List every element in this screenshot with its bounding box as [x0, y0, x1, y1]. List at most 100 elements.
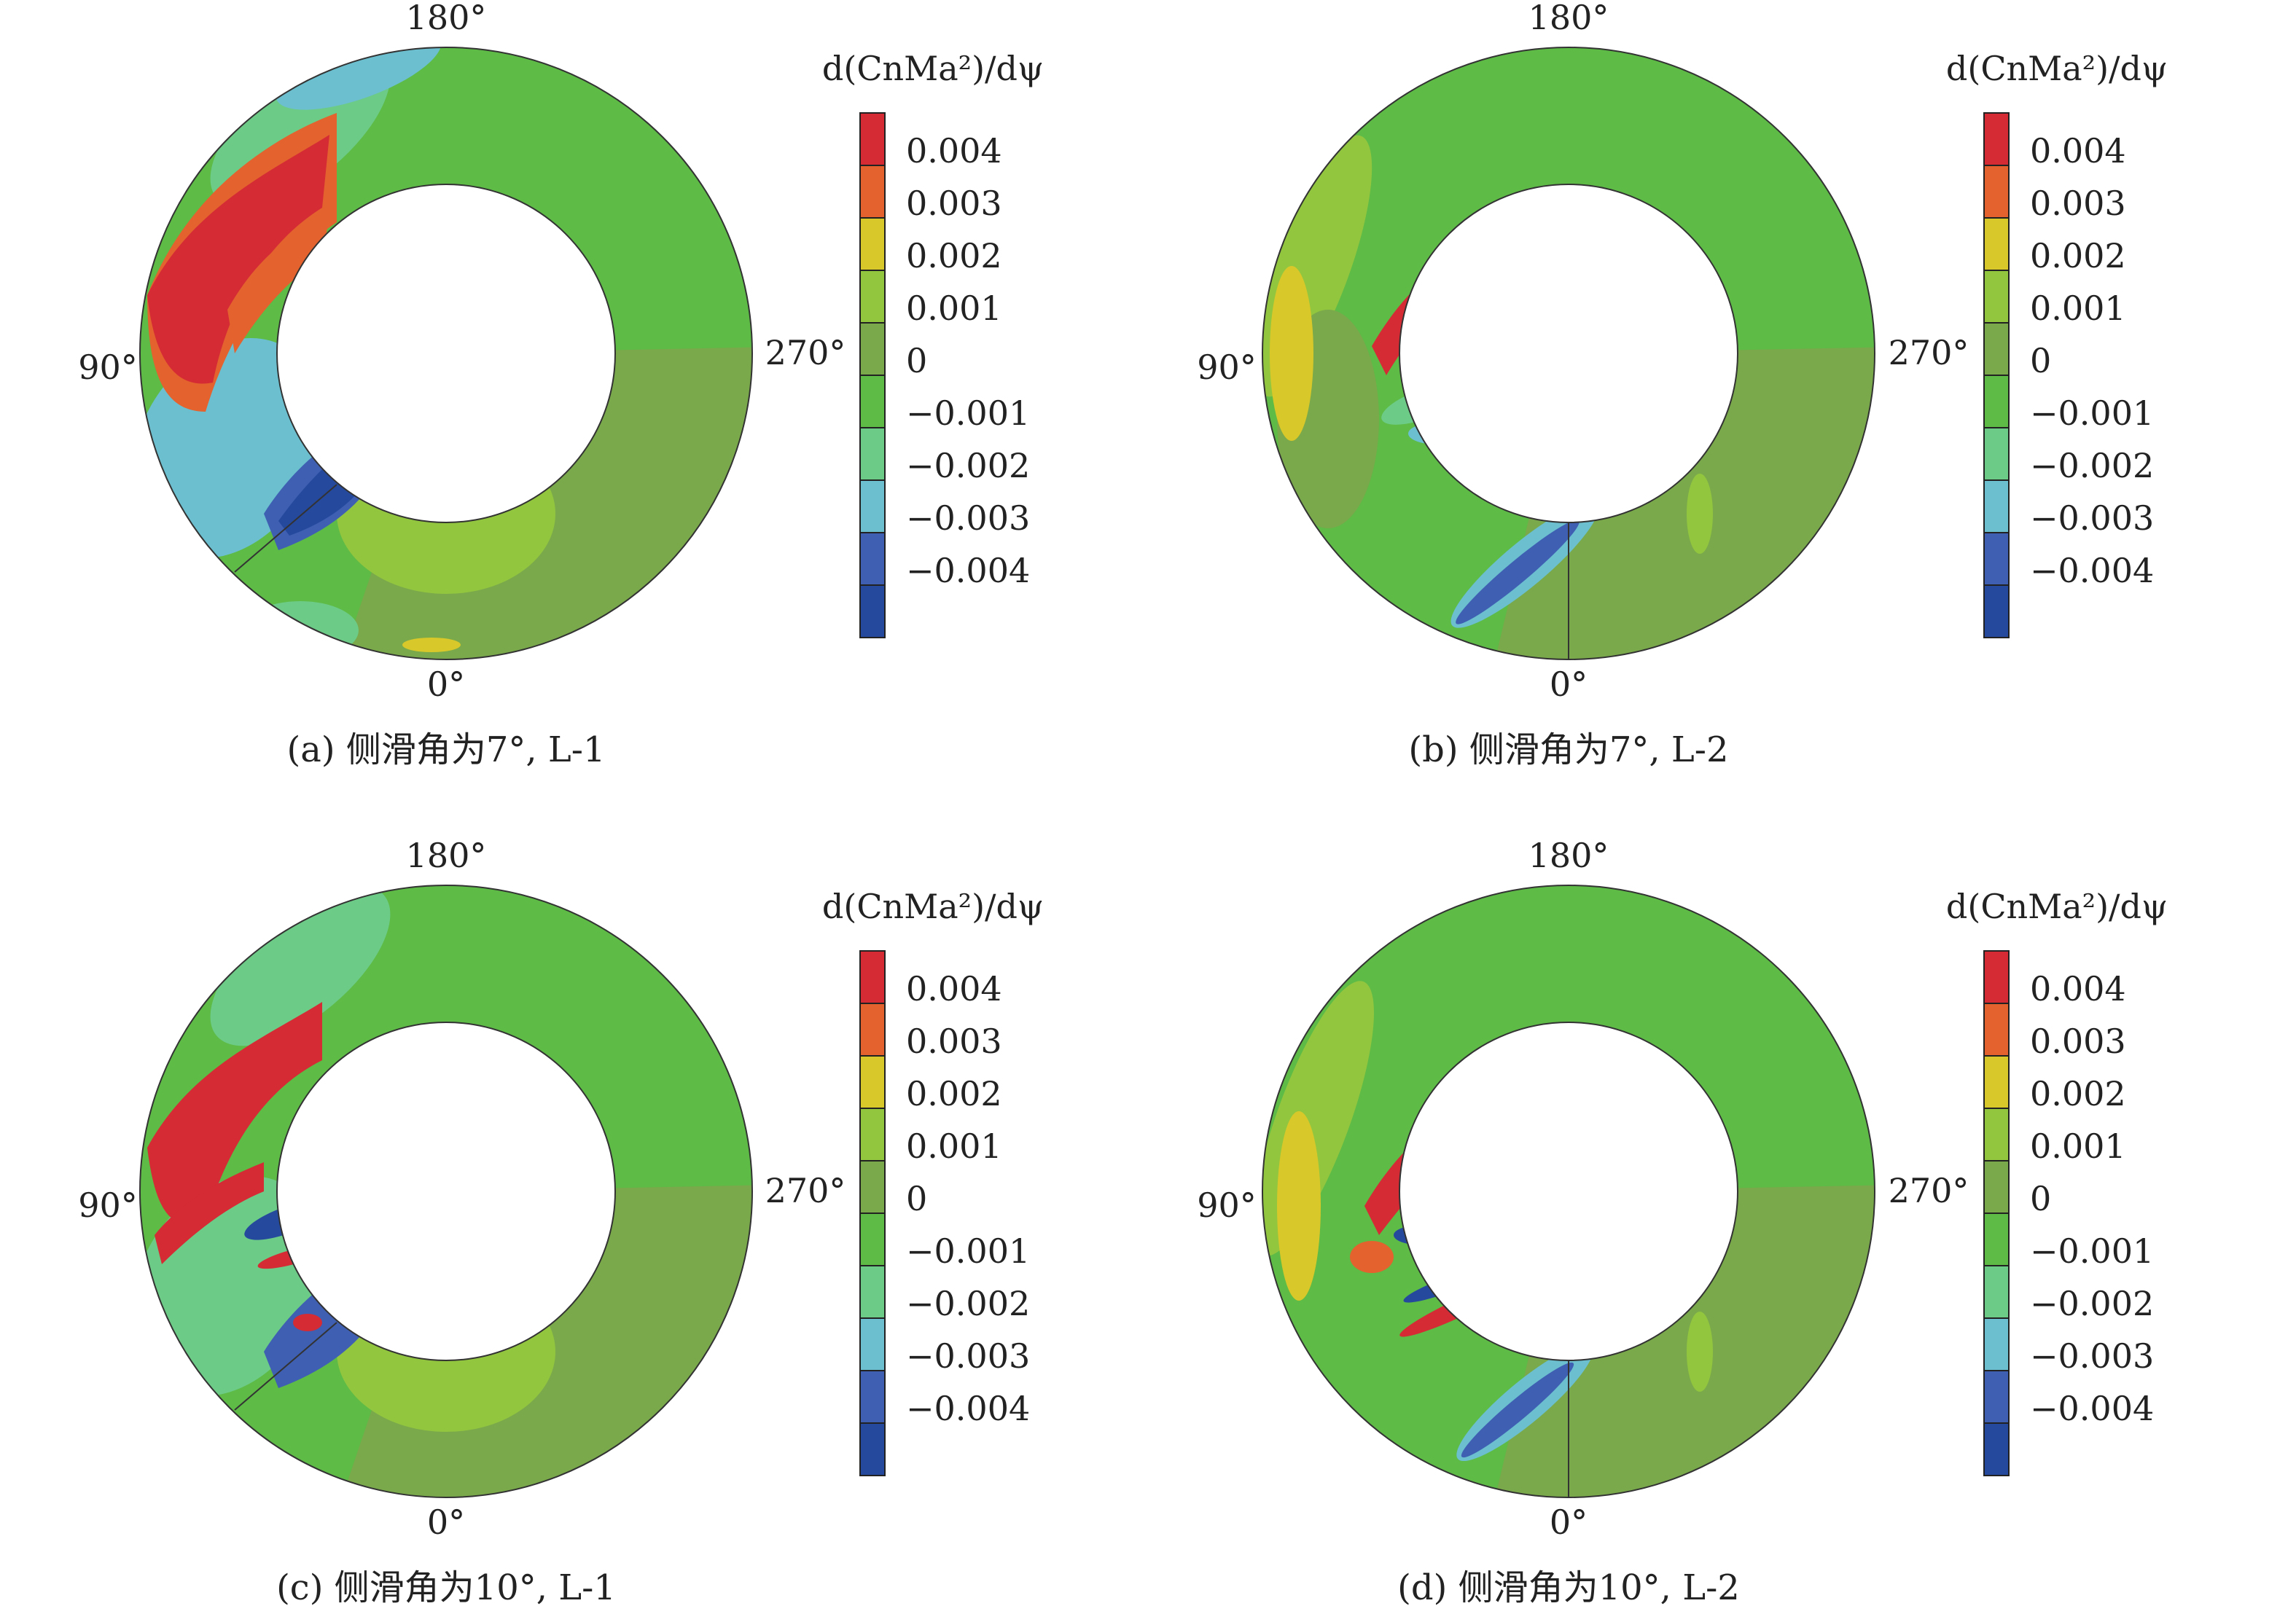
- colorbar-tick-label: 0: [2030, 341, 2051, 380]
- angle-label-180: 180°: [1528, 836, 1609, 875]
- colorbar-d: d(CnMa²)/dψ 0.004 0.003 0.002 0.001 0 −0.001 −…: [1946, 887, 2168, 1476]
- colorbar-swatch: [860, 1003, 885, 1056]
- contour-patch: [1687, 1312, 1713, 1392]
- annulus-plot-c: [131, 885, 811, 1556]
- contour-patch: [210, 885, 391, 1046]
- colorbar-swatch: [860, 1056, 885, 1108]
- colorbar-swatch: [1984, 585, 2009, 638]
- angle-label-90: 90°: [78, 348, 138, 387]
- angle-label-90: 90°: [1197, 348, 1257, 387]
- colorbar-tick-label: −0.001: [2030, 393, 2154, 433]
- colorbar-tick-label: 0.004: [906, 131, 1002, 171]
- colorbar-tick-label: −0.004: [2030, 1389, 2154, 1428]
- colorbar-tick-label: −0.003: [2030, 498, 2154, 538]
- contour-patch: [293, 1314, 322, 1331]
- angle-label-0: 0°: [427, 665, 465, 704]
- angle-label-90: 90°: [78, 1186, 138, 1225]
- colorbar-swatch: [860, 1161, 885, 1213]
- caption-d: (d) 侧滑角为10°, L-2: [1397, 1567, 1740, 1608]
- colorbar-swatch: [1984, 1318, 2009, 1371]
- colorbar-tick-label: −0.001: [906, 1231, 1030, 1271]
- colorbar-swatch: [1984, 480, 2009, 533]
- contour-patch: [234, 1322, 337, 1411]
- colorbar-tick-label: 0.003: [2030, 1022, 2126, 1061]
- colorbar-swatch: [1984, 323, 2009, 375]
- angle-label-180: 180°: [406, 836, 487, 875]
- colorbar-title: d(CnMa²)/dψ: [822, 887, 1044, 926]
- colorbar-c: d(CnMa²)/dψ 0.004 0.003 0.002 0.001 0 −0.001 −…: [822, 887, 1044, 1476]
- colorbar-swatch: [1984, 1161, 2009, 1213]
- colorbar-swatch: [860, 270, 885, 323]
- angle-label-270: 270°: [765, 1171, 846, 1210]
- annulus-plot-b: [1254, 47, 1933, 718]
- colorbar-swatch: [860, 1423, 885, 1476]
- angle-label-270: 270°: [765, 333, 846, 372]
- angle-label-180: 180°: [406, 0, 487, 37]
- colorbar-tick-label: 0.002: [906, 1074, 1002, 1113]
- colorbar-tick-label: −0.004: [906, 1389, 1030, 1428]
- colorbar-swatch: [1984, 1423, 2009, 1476]
- colorbar-swatch: [860, 1213, 885, 1266]
- colorbar-swatch: [1984, 1266, 2009, 1318]
- colorbar-swatch: [1984, 533, 2009, 585]
- colorbar-swatch: [860, 113, 885, 165]
- colorbar-swatch: [860, 323, 885, 375]
- colorbar-tick-label: −0.003: [906, 498, 1030, 538]
- colorbar-tick-label: 0.003: [906, 184, 1002, 223]
- colorbar-tick-label: −0.003: [906, 1336, 1030, 1376]
- colorbar-tick-label: 0.002: [906, 236, 1002, 275]
- angle-label-0: 0°: [427, 1503, 465, 1542]
- contour-patch: [155, 1162, 264, 1264]
- caption-c: (c) 侧滑角为10°, L-1: [276, 1567, 616, 1608]
- caption-a: (a) 侧滑角为7°, L-1: [286, 729, 605, 770]
- contour-patch: [147, 1002, 322, 1225]
- contour-patch: [242, 601, 359, 659]
- colorbar-a: d(CnMa²)/dψ 0.004 0.003 0.002 0.001 0 −0.001 −…: [822, 49, 1044, 638]
- colorbar-tick-label: −0.004: [2030, 551, 2154, 590]
- colorbar-swatch: [1984, 270, 2009, 323]
- colorbar-b: d(CnMa²)/dψ 0.004 0.003 0.002 0.001 0 −0.001 −…: [1946, 49, 2168, 638]
- colorbar-tick-label: 0.002: [2030, 1074, 2126, 1113]
- colorbar-swatch: [860, 1108, 885, 1161]
- colorbar-tick-label: 0.001: [2030, 1127, 2126, 1166]
- panel-a: 180° 90° 270° 0° d(CnMa²)/dψ 0.004 0.003 0…: [78, 0, 1044, 770]
- contour-patch: [1456, 520, 1580, 624]
- colorbar-swatch: [1984, 113, 2009, 165]
- angle-label-270: 270°: [1889, 1171, 1969, 1210]
- contour-patch: [1687, 474, 1713, 554]
- colorbar-swatch: [1984, 428, 2009, 480]
- contour-patch: [1270, 266, 1313, 441]
- angle-label-0: 0°: [1550, 1503, 1588, 1542]
- colorbar-tick-label: −0.001: [2030, 1231, 2154, 1271]
- colorbar-swatch: [860, 1318, 885, 1371]
- contour-patch: [276, 28, 442, 110]
- contour-patch: [402, 638, 461, 652]
- contour-patch: [227, 215, 329, 353]
- panel-b: 180° 90° 270° 0° d(CnMa²)/dψ 0.004 0.003 0…: [1197, 0, 2168, 770]
- colorbar-swatch: [860, 585, 885, 638]
- colorbar-tick-label: −0.002: [906, 446, 1030, 485]
- contour-patch: [1461, 1362, 1574, 1458]
- panel-c: 180° 90° 270° 0° d(CnMa²)/dψ 0.004 0.003 0…: [78, 836, 1044, 1608]
- colorbar-swatch: [860, 1371, 885, 1423]
- colorbar-tick-label: −0.002: [2030, 1284, 2154, 1323]
- colorbar-tick-label: 0: [906, 341, 927, 380]
- colorbar-swatch: [1984, 1371, 2009, 1423]
- colorbar-swatch: [1984, 375, 2009, 428]
- colorbar-title: d(CnMa²)/dψ: [1946, 887, 2168, 926]
- contour-patch: [147, 135, 329, 384]
- colorbar-tick-label: 0.004: [2030, 969, 2126, 1008]
- colorbar-tick-label: 0.003: [2030, 184, 2126, 223]
- colorbar-tick-label: 0.003: [906, 1022, 1002, 1061]
- colorbar-tick-label: −0.001: [906, 393, 1030, 433]
- panel-d: 180° 90° 270° 0° d(CnMa²)/dψ 0.004 0.003 0…: [1197, 836, 2168, 1608]
- contour-patch: [234, 484, 337, 573]
- annulus-plot-a: [131, 28, 811, 718]
- annulus-plot-d: [1253, 885, 1933, 1556]
- colorbar-tick-label: 0: [2030, 1179, 2051, 1218]
- colorbar-swatch: [860, 218, 885, 270]
- colorbar-swatch: [860, 533, 885, 585]
- colorbar-swatch: [860, 375, 885, 428]
- colorbar-swatch: [860, 428, 885, 480]
